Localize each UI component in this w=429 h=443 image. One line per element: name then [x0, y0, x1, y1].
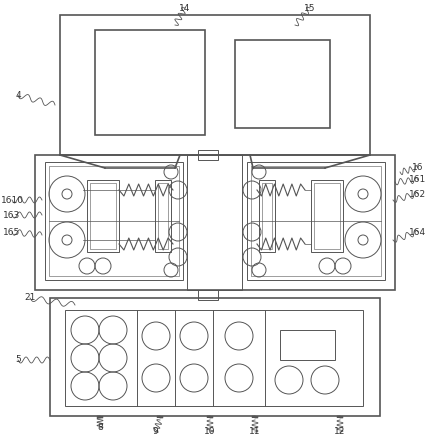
Bar — [87, 180, 119, 252]
Bar — [198, 150, 218, 160]
Text: 8: 8 — [97, 424, 103, 432]
Text: 11: 11 — [249, 427, 261, 436]
Bar — [280, 330, 335, 360]
Text: 10: 10 — [204, 427, 216, 436]
Bar — [314, 183, 340, 249]
Bar — [35, 155, 395, 290]
Text: 1610: 1610 — [0, 195, 24, 205]
Text: 164: 164 — [409, 228, 426, 237]
Bar — [198, 290, 218, 300]
Bar — [251, 166, 381, 276]
Text: 5: 5 — [15, 355, 21, 365]
Text: 161: 161 — [409, 175, 426, 184]
Text: 14: 14 — [179, 4, 190, 12]
Bar — [155, 180, 171, 252]
Text: 15: 15 — [304, 4, 316, 12]
Bar — [187, 155, 242, 290]
Text: 12: 12 — [334, 427, 346, 436]
Bar — [262, 183, 272, 249]
Text: 163: 163 — [3, 210, 21, 219]
Text: 4: 4 — [15, 90, 21, 100]
Bar — [60, 15, 370, 155]
Bar — [235, 40, 330, 128]
Bar — [311, 180, 343, 252]
Bar — [50, 298, 380, 416]
Bar — [49, 166, 179, 276]
Bar — [247, 162, 385, 280]
Bar — [259, 180, 275, 252]
Text: 16: 16 — [412, 163, 424, 172]
Bar — [158, 183, 168, 249]
Text: 9: 9 — [152, 427, 158, 436]
Text: 165: 165 — [3, 228, 21, 237]
Bar — [45, 162, 183, 280]
Bar — [95, 30, 205, 135]
Text: 21: 21 — [24, 294, 36, 303]
Bar — [90, 183, 116, 249]
Text: 162: 162 — [409, 190, 426, 198]
Bar — [65, 310, 363, 406]
